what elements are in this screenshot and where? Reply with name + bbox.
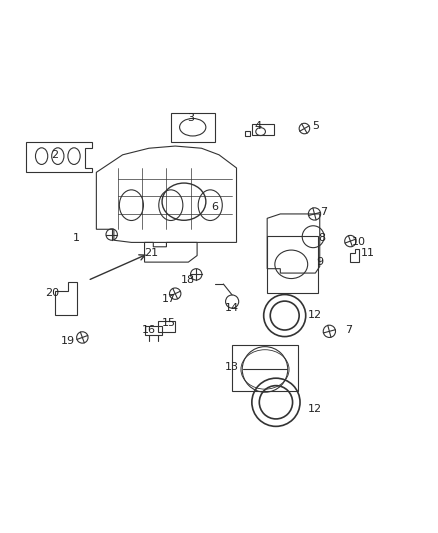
Text: 7: 7 — [345, 325, 352, 335]
Text: 5: 5 — [312, 122, 319, 131]
Text: 13: 13 — [225, 362, 239, 372]
Text: 1: 1 — [73, 233, 80, 243]
Text: 12: 12 — [308, 310, 322, 320]
Text: 6: 6 — [211, 203, 218, 212]
Text: 8: 8 — [318, 233, 325, 243]
Text: 4: 4 — [255, 122, 262, 131]
Text: 19: 19 — [61, 336, 75, 346]
Text: 14: 14 — [225, 303, 239, 313]
Text: 15: 15 — [162, 318, 176, 328]
Text: 10: 10 — [352, 237, 366, 247]
Text: 7: 7 — [321, 207, 328, 217]
Text: 16: 16 — [142, 325, 156, 335]
Text: 2: 2 — [51, 150, 58, 160]
Text: 18: 18 — [181, 274, 195, 285]
Text: 9: 9 — [316, 257, 323, 267]
Text: 3: 3 — [187, 112, 194, 123]
Text: 20: 20 — [46, 288, 60, 298]
Text: 17: 17 — [162, 294, 176, 304]
Text: 21: 21 — [144, 248, 158, 259]
Text: 12: 12 — [308, 404, 322, 414]
Text: 11: 11 — [361, 248, 375, 259]
